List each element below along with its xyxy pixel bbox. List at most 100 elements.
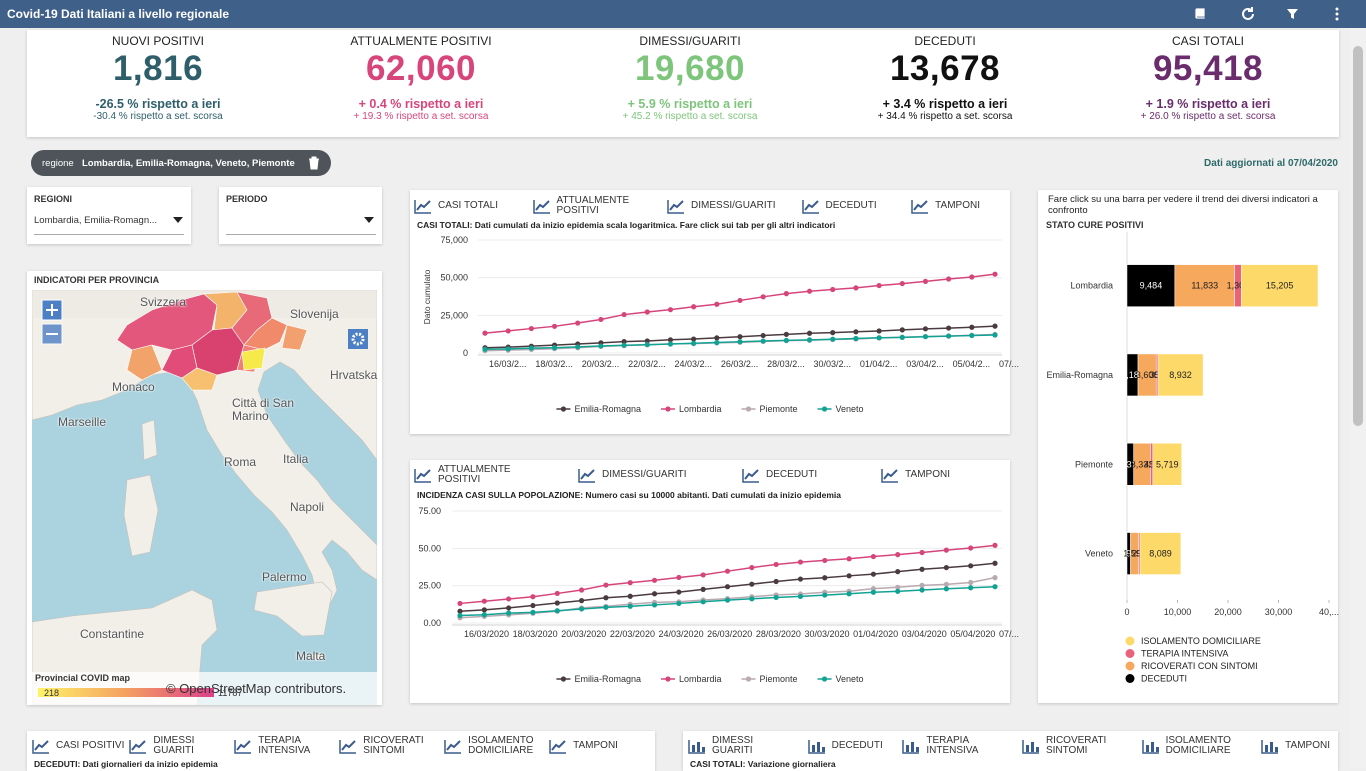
tab-icon[interactable]: [667, 199, 685, 214]
tab-label[interactable]: RICOVERATI SINTOMI: [363, 735, 424, 756]
map-place-label: Napoli: [290, 500, 325, 514]
tab[interactable]: TERAPIA INTENSIVA: [902, 736, 1002, 756]
map-place-label: Italia: [283, 452, 309, 466]
settings-button[interactable]: [348, 329, 368, 349]
tab-icon[interactable]: [742, 468, 760, 483]
map-place-label: Slovenija: [290, 307, 339, 321]
tab[interactable]: ISOLAMENTO DOMICILIARE: [444, 736, 544, 756]
book-icon[interactable]: [1194, 7, 1206, 20]
kpi-value: 95,418: [1152, 49, 1264, 88]
tab-icon[interactable]: [129, 739, 147, 754]
tab[interactable]: DECEDUTI: [807, 739, 883, 754]
tab-icon[interactable]: [688, 739, 706, 754]
tab-label[interactable]: DECEDUTI: [766, 469, 818, 480]
tab-label[interactable]: TERAPIA INTENSIVA: [926, 735, 979, 756]
select-card[interactable]: PERIODO: [219, 187, 382, 244]
filter-icon[interactable]: [1287, 9, 1298, 19]
menu-icon[interactable]: [1335, 7, 1339, 21]
tab[interactable]: ATTUALMENTE POSITIVI: [414, 465, 514, 485]
tab[interactable]: DIMESSI/GUARITI: [667, 199, 776, 214]
tab-icon[interactable]: [902, 739, 920, 754]
tab-label[interactable]: DIMESSI/GUARITI: [691, 200, 776, 211]
filter-chip[interactable]: regione Lombardia, Emilia-Romagna, Venet…: [31, 150, 331, 176]
tab-label[interactable]: RICOVERATI SINTOMI: [1045, 735, 1107, 756]
tab-icon[interactable]: [532, 199, 551, 214]
tab-icon[interactable]: [881, 468, 899, 483]
tab[interactable]: RICOVERATI SINTOMI: [1022, 736, 1122, 756]
tab-label[interactable]: CASI TOTALI: [438, 200, 499, 211]
tab-icon[interactable]: [801, 199, 820, 214]
tab-icon[interactable]: [549, 739, 567, 754]
tab[interactable]: DECEDUTI: [801, 199, 877, 214]
scroll-thumb[interactable]: [1353, 46, 1363, 426]
filter-value: Lombardia, Emilia-Romagna, Veneto, Piemo…: [82, 158, 295, 169]
tab-icon[interactable]: [807, 739, 826, 754]
tab-icon[interactable]: [1141, 739, 1160, 754]
tab-label[interactable]: ISOLAMENTO DOMICILIARE: [468, 735, 534, 756]
tab-label[interactable]: DIMESSI GUARITI: [153, 735, 195, 756]
tab[interactable]: TAMPONI: [1261, 739, 1330, 754]
kpi-day-change: + 5.9 % rispetto a ieri: [627, 97, 753, 111]
map-attribution[interactable]: © OpenStreetMap contributors.: [166, 681, 347, 696]
tab-label[interactable]: ATTUALMENTE POSITIVI: [556, 195, 630, 216]
tab-icon[interactable]: [234, 739, 252, 754]
kpi-day-change: + 1.9 % rispetto a ieri: [1145, 97, 1271, 111]
map-place-label: Città di San Marino: [232, 396, 295, 423]
tab-icon[interactable]: [414, 468, 432, 483]
chart-subtitle: CASI TOTALI: Dati cumulati da inizio epi…: [417, 220, 836, 230]
tab[interactable]: TAMPONI: [881, 468, 950, 483]
select-card[interactable]: REGIONI Lombardia, Emilia-Romagn...: [27, 187, 191, 244]
tab-label[interactable]: TAMPONI: [1285, 740, 1330, 751]
tab-icon[interactable]: [339, 739, 357, 754]
tab[interactable]: CASI TOTALI: [414, 199, 498, 214]
dropdown-arrow[interactable]: [172, 216, 184, 224]
map-place-label: Marseille: [58, 415, 107, 429]
tab-icon[interactable]: [32, 739, 50, 754]
tab-label[interactable]: TAMPONI: [573, 740, 618, 751]
tab[interactable]: ATTUALMENTE POSITIVI: [532, 195, 633, 216]
dropdown-arrow[interactable]: [363, 216, 375, 224]
tab-label[interactable]: DECEDUTI: [831, 740, 883, 751]
kpi-week-change: + 34.4 % rispetto a set. scorsa: [877, 111, 1013, 122]
tab-bar: DIMESSI GUARITI DECEDUTI TERAPIA INTENSIVA…: [688, 732, 1330, 760]
tab-bar: CASI POSITIVI DIMESSI GUARITI TERAPIA INTE…: [32, 732, 618, 760]
tab[interactable]: DIMESSI GUARITI: [129, 736, 229, 756]
map-legend-max: 11787: [218, 688, 243, 698]
tab[interactable]: ISOLAMENTO DOMICILIARE: [1141, 735, 1242, 756]
tab[interactable]: DIMESSI GUARITI: [688, 736, 788, 756]
tab[interactable]: TERAPIA INTENSIVA: [234, 736, 334, 756]
tab[interactable]: DIMESSI/GUARITI: [578, 468, 687, 483]
tab[interactable]: TAMPONI: [911, 199, 980, 214]
tab-label[interactable]: DECEDUTI: [825, 200, 877, 211]
tab-icon[interactable]: [1261, 739, 1279, 754]
tab[interactable]: CASI POSITIVI: [32, 739, 124, 754]
scrollbar[interactable]: [1350, 28, 1366, 768]
tab-label[interactable]: ISOLAMENTO DOMICILIARE: [1165, 735, 1231, 756]
tab-label[interactable]: DIMESSI/GUARITI: [602, 469, 687, 480]
tab[interactable]: TAMPONI: [549, 739, 618, 754]
header-bar: Covid-19 Dati Italiani a livello regiona…: [0, 0, 1366, 28]
choropleth[interactable]: [116, 291, 308, 391]
header-icons[interactable]: [1190, 5, 1350, 23]
map[interactable]: [32, 290, 377, 705]
tab-icon[interactable]: [911, 199, 929, 214]
tab-label[interactable]: TAMPONI: [935, 200, 980, 211]
map-place-label: Svizzera: [140, 295, 187, 309]
tab-icon[interactable]: [444, 739, 462, 754]
tab[interactable]: RICOVERATI SINTOMI: [339, 736, 439, 756]
tab-icon[interactable]: [1022, 739, 1040, 754]
tab[interactable]: DECEDUTI: [742, 468, 817, 483]
tab-label[interactable]: DIMESSI GUARITI: [712, 735, 754, 756]
tab-label[interactable]: CASI POSITIVI: [56, 740, 125, 751]
kpi-label: DECEDUTI: [914, 34, 976, 48]
tab-icon[interactable]: [578, 468, 596, 483]
panel-subtitle: DECEDUTI: Dati giornalieri da inizio epi…: [34, 759, 218, 769]
refresh-icon[interactable]: [1242, 7, 1254, 20]
tab-label[interactable]: TAMPONI: [905, 469, 950, 480]
legend-gradient: [38, 688, 214, 697]
tab-label[interactable]: ATTUALMENTE POSITIVI: [438, 464, 511, 485]
delete-icon[interactable]: [308, 156, 320, 170]
tab-icon[interactable]: [414, 199, 432, 214]
tab-label[interactable]: TERAPIA INTENSIVA: [258, 735, 311, 756]
zoom-controls[interactable]: [41, 299, 63, 345]
